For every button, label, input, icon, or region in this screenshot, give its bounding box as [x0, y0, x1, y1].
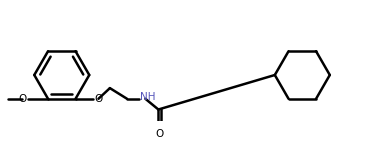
Text: O: O [18, 94, 27, 104]
Text: O: O [156, 129, 164, 139]
Text: NH: NH [140, 92, 156, 102]
Text: O: O [94, 94, 102, 104]
